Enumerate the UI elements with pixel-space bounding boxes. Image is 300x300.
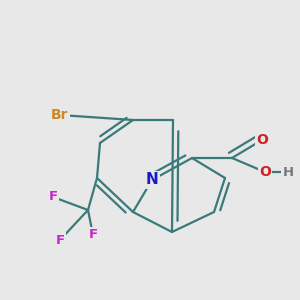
Text: F: F <box>56 233 64 247</box>
Text: Br: Br <box>51 108 69 122</box>
Text: F: F <box>88 229 98 242</box>
Text: O: O <box>259 165 271 179</box>
Text: F: F <box>48 190 58 203</box>
Text: O: O <box>256 133 268 147</box>
Text: N: N <box>146 172 158 188</box>
Text: H: H <box>282 166 294 178</box>
